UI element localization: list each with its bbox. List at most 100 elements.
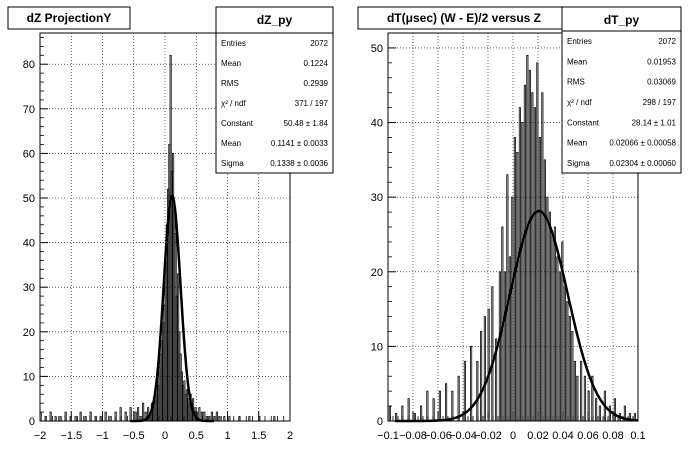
histogram-bin xyxy=(583,375,586,422)
y-tick-label: 70 xyxy=(23,104,35,116)
histogram-bin xyxy=(248,416,251,422)
stats-label: Sigma xyxy=(221,159,244,168)
y-tick-label: 80 xyxy=(23,59,35,71)
histogram-bin xyxy=(568,316,571,422)
histogram-bin xyxy=(109,416,112,422)
y-tick-label: 20 xyxy=(371,267,383,279)
x-tick-label: 1.5 xyxy=(251,430,266,442)
x-tick-label: 0.06 xyxy=(577,430,598,442)
histogram-bin xyxy=(74,416,77,422)
histogram-bin xyxy=(595,398,598,422)
stats-label: Entries xyxy=(567,37,592,46)
stats-value: 371 / 197 xyxy=(295,99,329,108)
histogram-bin xyxy=(523,84,526,422)
y-tick-label: 50 xyxy=(371,43,383,55)
stats-label: Sigma xyxy=(567,159,590,168)
x-tick-label: −1 xyxy=(96,430,109,442)
histogram-bin xyxy=(476,360,479,422)
x-tick-label: 0 xyxy=(510,430,516,442)
x-tick-label: 0.1 xyxy=(630,430,645,442)
histogram-bin xyxy=(528,69,531,422)
histogram-bin xyxy=(538,137,541,422)
stats-value: 2072 xyxy=(310,39,328,48)
stats-label: Mean xyxy=(567,57,587,66)
histogram-bin xyxy=(623,405,626,422)
histogram-bin xyxy=(511,196,514,422)
histogram-bin xyxy=(548,211,551,422)
axes: −0.1 −0.08−0.06−0.04−0.02 0 0.02 0.04 0.06 0.0… xyxy=(371,32,646,442)
y-tick-label: 10 xyxy=(371,341,383,353)
title-box: dZ ProjectionY xyxy=(7,6,131,30)
x-tick-label: −0.02 xyxy=(474,430,502,442)
histogram-bin xyxy=(487,308,490,422)
x-tick-label: 0.08 xyxy=(602,430,623,442)
y-tick-label: 50 xyxy=(23,193,35,205)
stats-value: 2072 xyxy=(658,37,676,46)
x-tick-label: 0.5 xyxy=(189,430,204,442)
histogram-bin xyxy=(54,416,57,422)
title-box: dT(μsec) (W - E)/2 versus Z xyxy=(357,6,571,30)
histogram-bin xyxy=(608,405,611,422)
histogram-bin xyxy=(491,286,494,422)
gaussian-fit-curve xyxy=(130,194,214,423)
stats-label: χ² / ndf xyxy=(567,98,592,107)
y-tick-label: 20 xyxy=(23,327,35,339)
histogram-bin xyxy=(571,331,574,422)
y-tick-label: 60 xyxy=(23,148,35,160)
stats-label: χ² / ndf xyxy=(221,99,246,108)
stats-value: 0.02304 ± 0.00060 xyxy=(609,159,676,168)
stats-label: RMS xyxy=(567,78,585,87)
histogram-bin xyxy=(480,331,483,422)
histogram-bin xyxy=(483,316,486,422)
histogram-bin xyxy=(526,54,529,422)
stats-value: 28.14 ± 1.01 xyxy=(632,118,677,127)
x-tick-label: −0.1 xyxy=(377,430,399,442)
histogram-bin xyxy=(273,416,276,422)
histogram-bin xyxy=(84,416,87,422)
y-tick-label: 10 xyxy=(23,371,35,383)
histogram-bin xyxy=(215,411,218,422)
histogram-bin xyxy=(543,159,546,422)
histogram-bin xyxy=(498,271,501,422)
stats-label: Mean xyxy=(221,59,241,68)
histogram-bin xyxy=(628,413,631,422)
x-tick-label: 0.04 xyxy=(552,430,573,442)
histogram-bin xyxy=(104,411,107,422)
histogram-bin xyxy=(533,107,536,422)
histogram-bin xyxy=(228,416,231,422)
histogram-bins xyxy=(388,54,636,422)
stats-value: 0.1224 xyxy=(304,59,329,68)
y-tick-label: 0 xyxy=(377,416,383,428)
chart-title: dZ ProjectionY xyxy=(27,11,112,25)
stats-title: dZ_py xyxy=(257,13,293,27)
panel-dt: −0.1 −0.08−0.06−0.04−0.02 0 0.02 0.04 0.06 0.0… xyxy=(357,6,682,442)
histogram-bin xyxy=(591,375,594,422)
x-tick-label: 2 xyxy=(287,430,293,442)
histogram-bin xyxy=(556,256,559,422)
y-tick-label: 30 xyxy=(23,282,35,294)
histogram-bin xyxy=(59,416,62,422)
histogram-bin xyxy=(503,271,506,422)
histogram-bin xyxy=(553,226,556,422)
x-tick-label: −2 xyxy=(34,430,47,442)
histogram-bin xyxy=(580,360,583,422)
histogram-bin xyxy=(518,107,521,422)
histogram-bin xyxy=(457,375,460,422)
histogram-bin xyxy=(566,301,569,422)
histogram-bin xyxy=(587,390,590,422)
histogram-bin xyxy=(463,360,466,422)
stats-label: Mean xyxy=(221,139,241,148)
histogram-bin xyxy=(521,122,524,422)
stats-label: Constant xyxy=(567,118,600,127)
histogram-bin xyxy=(49,411,52,422)
x-tick-label: −0.04 xyxy=(449,430,477,442)
histogram-bin xyxy=(561,241,564,422)
stats-value: 50.48 ± 1.84 xyxy=(284,119,329,128)
histogram-bin xyxy=(508,256,511,422)
x-tick-label: 1 xyxy=(224,430,230,442)
stats-value: 0.2939 xyxy=(304,79,329,88)
histogram-bin xyxy=(546,196,549,422)
stats-label: RMS xyxy=(221,79,239,88)
y-tick-label: 0 xyxy=(29,416,35,428)
